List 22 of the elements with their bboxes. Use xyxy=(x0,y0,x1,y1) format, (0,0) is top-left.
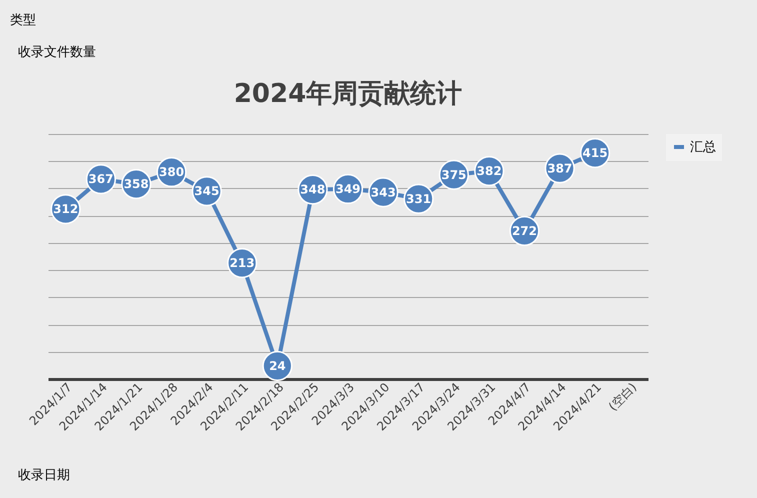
data-label: 380 xyxy=(159,165,184,180)
data-label: 415 xyxy=(582,146,608,160)
data-label: 312 xyxy=(53,202,78,216)
data-label: 387 xyxy=(547,161,572,176)
text: 类型 xyxy=(10,13,36,28)
text: 收录文件数量 xyxy=(18,45,96,60)
data-label: 24 xyxy=(269,358,286,373)
data-label: 345 xyxy=(194,184,220,198)
data-label: 358 xyxy=(124,177,149,192)
data-label: 272 xyxy=(512,224,537,238)
data-label: 331 xyxy=(406,192,432,206)
data-label: 349 xyxy=(335,182,361,196)
data-label: 343 xyxy=(370,185,396,200)
data-label: 367 xyxy=(88,172,114,186)
data-label: 348 xyxy=(300,182,326,197)
legend-label: 汇总 xyxy=(690,140,716,155)
chart-title: 2024年周贡献统计 xyxy=(234,79,462,109)
data-label: 382 xyxy=(476,164,502,178)
data-label: 375 xyxy=(441,168,466,182)
data-label: 213 xyxy=(230,256,255,270)
x-tick-label: (空白) xyxy=(606,380,640,414)
text: 收录日期 xyxy=(18,468,70,483)
